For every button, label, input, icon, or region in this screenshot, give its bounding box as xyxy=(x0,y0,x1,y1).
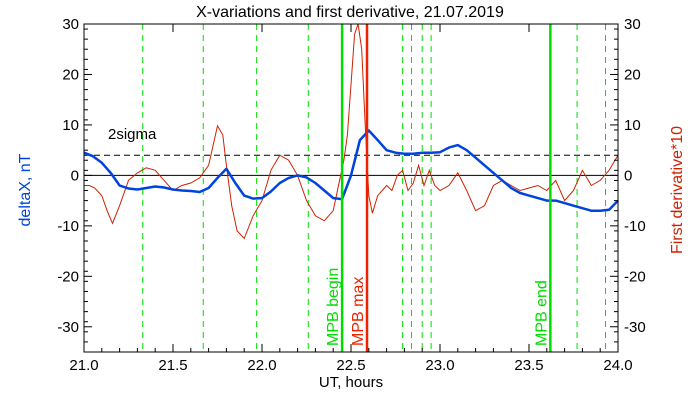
y-tick-label-left: 20 xyxy=(62,66,79,83)
y-tick-label-left: -10 xyxy=(57,218,79,235)
y-tick-label-right: 20 xyxy=(624,66,641,83)
x-tick-label: 21.5 xyxy=(158,357,187,374)
x-tick-label: 23.0 xyxy=(425,357,454,374)
y-tick-label-left: -30 xyxy=(57,319,79,336)
y-tick-label-left: -20 xyxy=(57,268,79,285)
axis-layer: 21.0 21.5 22.0 22.5 23.0 23.5 24.0 30 30 20 20 10 10… xyxy=(57,16,645,374)
sigma-label: 2sigma xyxy=(108,126,157,143)
y-tick-label-right: -10 xyxy=(624,218,646,235)
marker-layer: MPB begin MPB max MPB end xyxy=(325,24,552,352)
y-axis-label-right: First derivative*10 xyxy=(669,126,686,254)
y-tick-label-left: 30 xyxy=(62,16,79,33)
x-tick-label: 24.0 xyxy=(603,357,632,374)
event-label: MPB end xyxy=(533,280,550,346)
y-tick-label-right: 0 xyxy=(624,167,632,184)
x-tick-label: 22.0 xyxy=(247,357,276,374)
y-tick-label-right: -30 xyxy=(624,319,646,336)
series-layer xyxy=(83,23,619,240)
series-line-deltax xyxy=(83,129,619,212)
chart-title: X-variations and first derivative, 21.07… xyxy=(196,4,504,21)
event-label: MPB begin xyxy=(325,268,342,346)
event-label: MPB max xyxy=(350,277,367,346)
y-tick-label-left: 0 xyxy=(71,167,79,184)
y-axis-label-left: deltaX, nT xyxy=(17,153,34,226)
y-tick-label-right: 30 xyxy=(624,16,641,33)
x-tick-label: 23.5 xyxy=(514,357,543,374)
x-tick-label: 22.5 xyxy=(336,357,365,374)
x-tick-label: 21.0 xyxy=(69,357,98,374)
x-axis-label: UT, hours xyxy=(319,374,383,391)
y-tick-label-right: 10 xyxy=(624,117,641,134)
y-tick-label-left: 10 xyxy=(62,117,79,134)
y-tick-label-right: -20 xyxy=(624,268,646,285)
